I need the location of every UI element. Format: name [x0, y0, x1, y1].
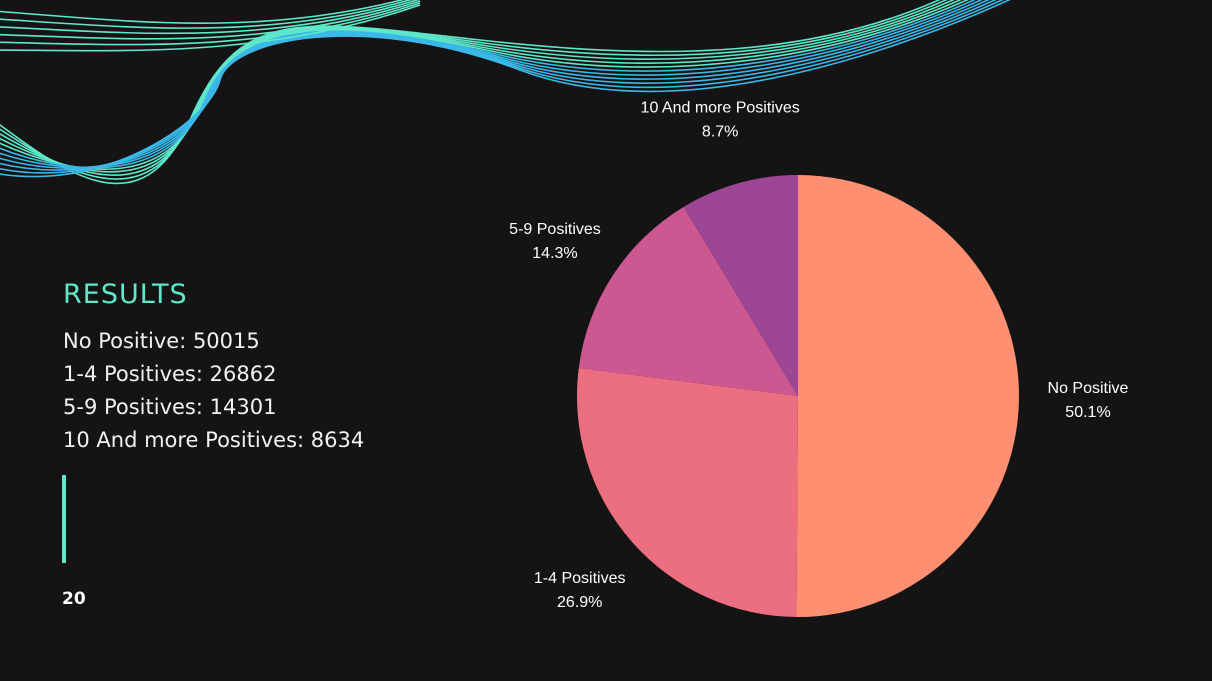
- result-no-positive: No Positive: 50015: [63, 329, 260, 353]
- wave-line: [0, 0, 1011, 178]
- pie-slice-percent-0: 50.1%: [1065, 404, 1110, 421]
- result-5-9-positives: 5-9 Positives: 14301: [63, 395, 277, 419]
- wave-line: [0, 4, 421, 52]
- pie-slice-label-3: 10 And more Positives: [641, 100, 800, 117]
- wave-line: [0, 0, 997, 171]
- pie-slice-label-2: 5-9 Positives: [509, 221, 601, 238]
- wave-line: [0, 0, 969, 171]
- wave-line: [0, 2, 421, 46]
- pie-slice-label-1: 1-4 Positives: [534, 570, 626, 587]
- accent-bar: [62, 475, 66, 563]
- page-number: 20: [62, 589, 86, 609]
- wave-line: [0, 0, 420, 35]
- result-10-plus-positives: 10 And more Positives: 8634: [63, 428, 365, 452]
- pie-slice-percent-1: 26.9%: [557, 594, 602, 611]
- wave-line: [0, 0, 955, 176]
- pie-slice-2: [578, 206, 798, 396]
- pie-slice-label-0: No Positive: [1048, 380, 1129, 397]
- wave-line: [0, 0, 405, 24]
- slide-heading: RESULTS: [63, 279, 188, 310]
- pie-slice-percent-3: 8.7%: [702, 124, 738, 141]
- pie-slice-percent-2: 14.3%: [532, 245, 577, 262]
- result-1-4-positives: 1-4 Positives: 26862: [63, 362, 277, 386]
- wave-line: [0, 0, 413, 29]
- wave-line: [0, 0, 421, 40]
- pie-slice-0: [796, 175, 1020, 617]
- results-list: No Positive: 50015 1-4 Positives: 26862 …: [63, 325, 364, 457]
- pie-slice-3: [683, 175, 798, 396]
- pie-slice-1: [577, 368, 798, 617]
- decorative-wave-lines: [0, 0, 1011, 185]
